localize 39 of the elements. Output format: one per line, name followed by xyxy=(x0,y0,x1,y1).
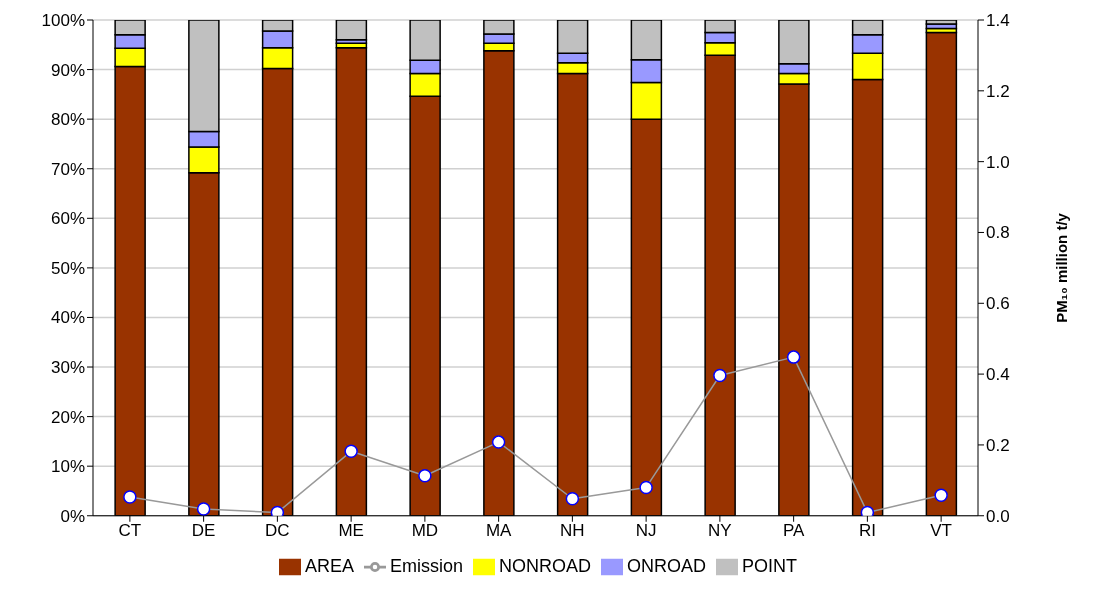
y2-tick-label: 0.8 xyxy=(986,223,1010,243)
y-tick-label: 40% xyxy=(50,308,85,328)
y2-tick-label: 0.4 xyxy=(986,365,1010,385)
x-tick-label: MA xyxy=(485,520,513,540)
y2-tick-label: 0.6 xyxy=(986,294,1010,314)
x-tick-label: DE xyxy=(191,520,216,540)
y2-axis-title: PM₁₀ million t/y xyxy=(1053,212,1071,323)
y2-tick-label: 0.0 xyxy=(986,506,1010,526)
bar xyxy=(925,20,958,25)
x-tick-label: NJ xyxy=(635,520,657,540)
y-tick-label: 0% xyxy=(60,506,85,526)
x-tick-label: DC xyxy=(265,520,290,540)
y-tick-label: 60% xyxy=(50,209,85,229)
y-tick-label: 30% xyxy=(50,358,85,378)
legend-label: NONROAD xyxy=(499,555,592,576)
x-tick-label: PA xyxy=(782,520,805,540)
legend-label: AREA xyxy=(304,555,354,576)
y-tick-label: 70% xyxy=(50,159,85,179)
y-tick-label: 100% xyxy=(41,11,85,31)
x-tick-label: VT xyxy=(930,520,952,540)
x-tick-label: NY xyxy=(708,520,732,540)
bar xyxy=(335,20,368,41)
x-tick-label: RI xyxy=(858,520,876,540)
y-tick-label: 10% xyxy=(50,457,85,477)
legend-label: Emission xyxy=(389,555,463,576)
y-tick-label: 80% xyxy=(50,110,85,130)
y2-tick-label: 1.4 xyxy=(986,11,1010,31)
legend-label: POINT xyxy=(742,555,798,576)
legend-label: ONROAD xyxy=(627,555,707,576)
x-tick-label: NH xyxy=(560,520,585,540)
y2-tick-label: 1.2 xyxy=(986,81,1010,101)
y-tick-label: 20% xyxy=(50,407,85,427)
y-tick-label: 90% xyxy=(50,60,85,80)
x-tick-label: MD xyxy=(411,520,439,540)
x-tick-label: ME xyxy=(338,520,364,540)
x-tick-label: CT xyxy=(118,520,142,540)
y2-tick-label: 0.2 xyxy=(986,435,1010,455)
y2-tick-label: 1.0 xyxy=(986,152,1010,172)
y-tick-label: 50% xyxy=(50,258,85,278)
